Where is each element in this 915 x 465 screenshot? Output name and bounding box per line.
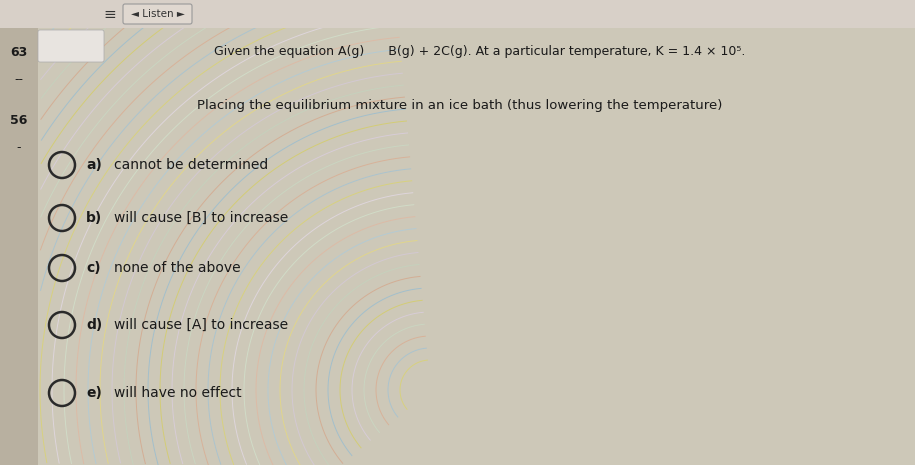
- Text: none of the above: none of the above: [114, 261, 241, 275]
- FancyBboxPatch shape: [38, 30, 104, 62]
- Text: a): a): [86, 158, 102, 172]
- Text: ≡: ≡: [103, 7, 116, 21]
- Text: 56: 56: [10, 113, 27, 126]
- Text: will cause [A] to increase: will cause [A] to increase: [114, 318, 288, 332]
- Text: b): b): [86, 211, 102, 225]
- Text: will have no effect: will have no effect: [114, 386, 242, 400]
- Text: -: -: [16, 141, 21, 154]
- Text: cannot be determined: cannot be determined: [114, 158, 268, 172]
- Bar: [0, 0, 915, 28]
- Text: will cause [B] to increase: will cause [B] to increase: [114, 211, 288, 225]
- Text: --: --: [15, 73, 24, 86]
- Text: ◄ Listen ►: ◄ Listen ►: [131, 9, 185, 19]
- Text: e): e): [86, 386, 102, 400]
- Text: d): d): [86, 318, 102, 332]
- Text: 63: 63: [10, 46, 27, 59]
- FancyBboxPatch shape: [123, 4, 192, 24]
- Bar: [0, 0, 38, 465]
- Text: c): c): [86, 261, 101, 275]
- Text: Given the equation A(g)      B(g) + 2C(g). At a particular temperature, K = 1.4 : Given the equation A(g) B(g) + 2C(g). At…: [214, 46, 746, 59]
- Text: Placing the equilibrium mixture in an ice bath (thus lowering the temperature): Placing the equilibrium mixture in an ic…: [198, 99, 723, 112]
